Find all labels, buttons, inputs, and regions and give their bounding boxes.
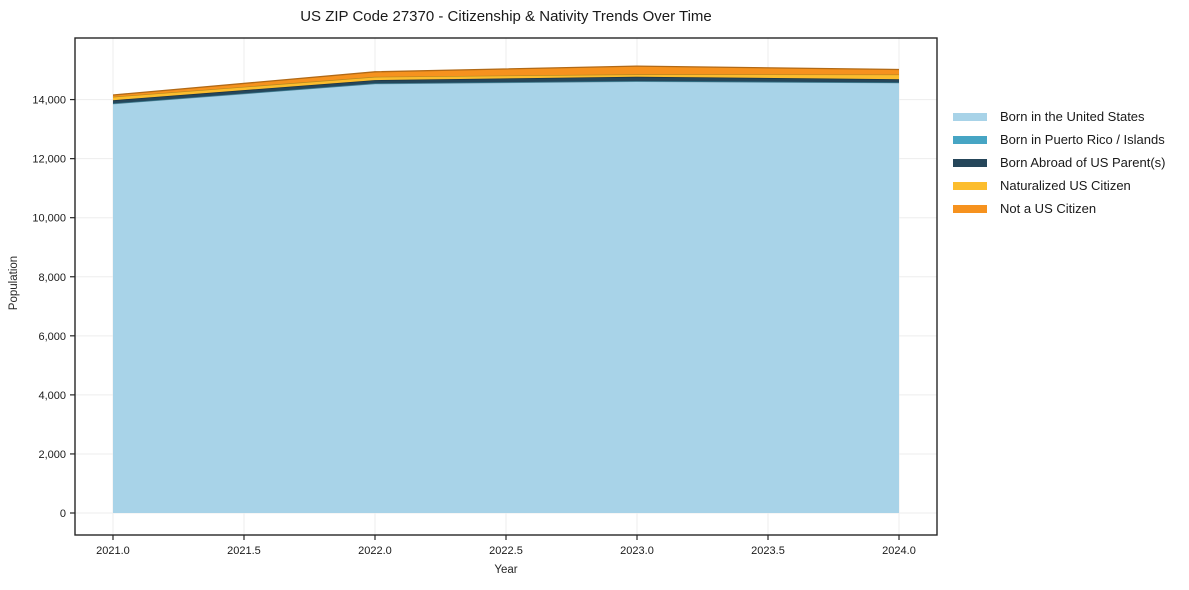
y-axis-label: Population: [8, 255, 20, 311]
legend-swatch-naturalized: [953, 181, 987, 190]
legend-swatch-puerto-rico: [953, 135, 987, 144]
legend-item: Born Abroad of US Parent(s): [953, 151, 1165, 174]
chart-title: US ZIP Code 27370 - Citizenship & Nativi…: [300, 8, 712, 25]
y-tick-label: 8,000: [38, 272, 66, 284]
area-series-3: [113, 74, 899, 101]
x-tick-label: 2024.0: [882, 545, 916, 557]
x-tick-label: 2022.0: [358, 545, 392, 557]
y-tick-label: 10,000: [32, 213, 66, 225]
area-series-0: [113, 81, 899, 514]
legend-label: Not a US Citizen: [1000, 201, 1097, 216]
y-tick-label: 4,000: [38, 390, 66, 402]
x-tick-label: 2022.5: [489, 545, 523, 557]
x-tick-label: 2021.5: [227, 545, 261, 557]
y-tick-label: 12,000: [32, 154, 66, 166]
legend: Born in the United States Born in Puerto…: [953, 105, 1165, 220]
legend-label: Born in the United States: [1000, 109, 1145, 124]
legend-item: Naturalized US Citizen: [953, 174, 1165, 197]
y-tick-label: 0: [60, 508, 66, 520]
y-tick-label: 6,000: [38, 331, 66, 343]
area-series-4: [113, 66, 899, 97]
legend-label: Born in Puerto Rico / Islands: [1000, 132, 1165, 147]
y-tick-label: 2,000: [38, 449, 66, 461]
area-edge-4: [112, 65, 900, 96]
legend-label: Born Abroad of US Parent(s): [1000, 155, 1166, 170]
y-tick-label: 14,000: [32, 95, 66, 107]
legend-swatch-not-citizen: [953, 204, 987, 213]
legend-label: Naturalized US Citizen: [1000, 178, 1131, 193]
x-tick-label: 2023.0: [620, 545, 654, 557]
x-axis-label: Year: [494, 564, 518, 576]
x-tick-label: 2023.5: [751, 545, 785, 557]
legend-item: Not a US Citizen: [953, 197, 1165, 220]
legend-item: Born in the United States: [953, 105, 1165, 128]
legend-item: Born in Puerto Rico / Islands: [953, 128, 1165, 151]
legend-swatch-born-abroad: [953, 158, 987, 167]
area-series-2: [113, 76, 899, 104]
x-tick-label: 2021.0: [96, 545, 130, 557]
legend-swatch-born-us: [953, 112, 987, 121]
